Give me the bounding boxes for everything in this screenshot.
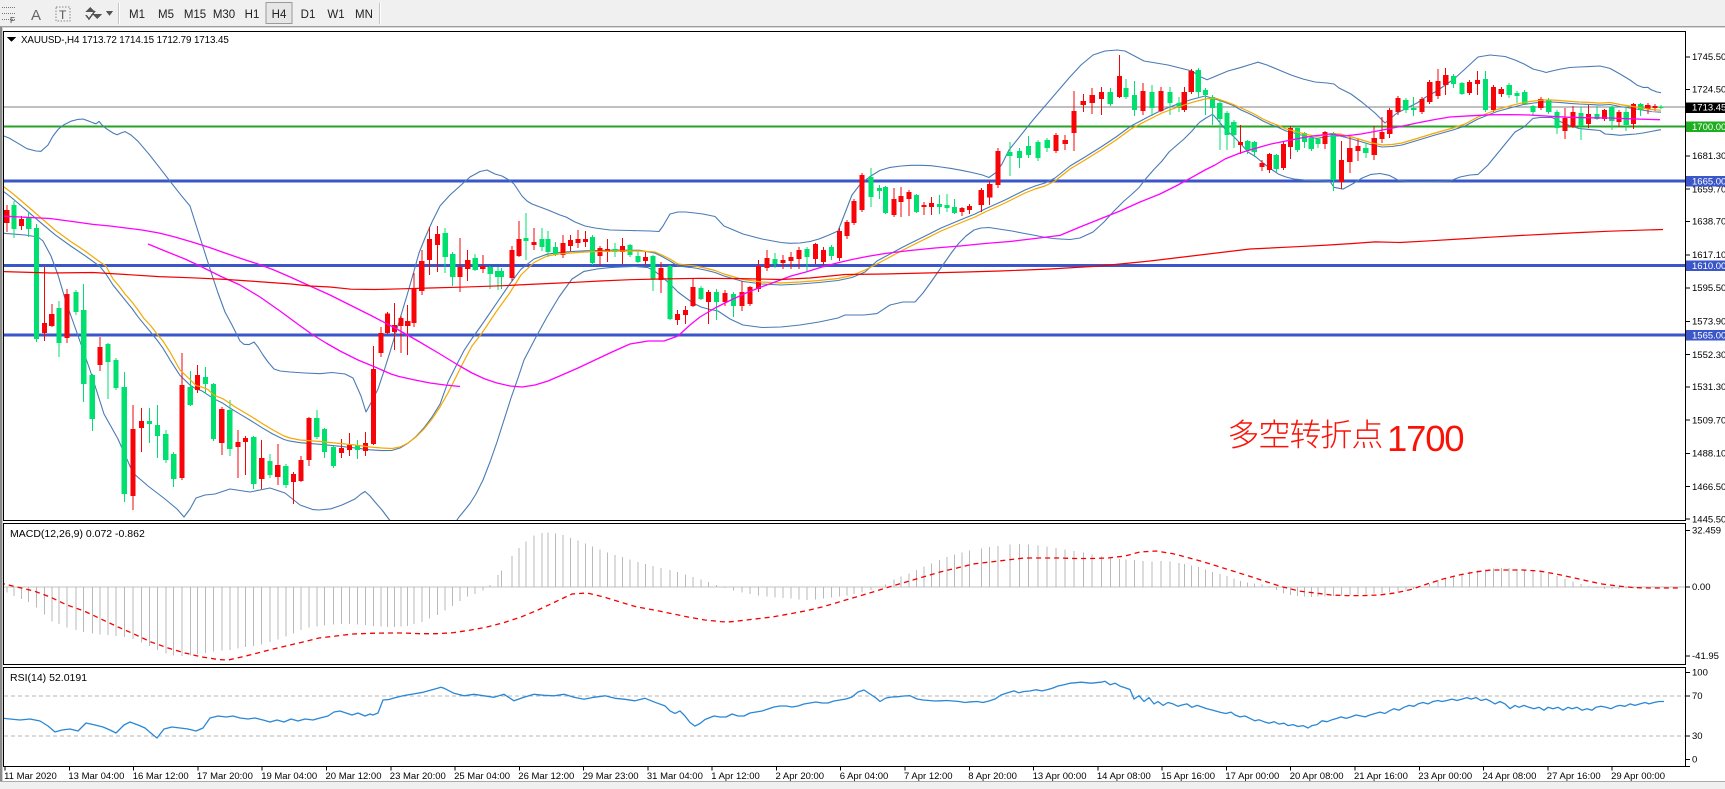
svg-text:MN: MN: [355, 9, 373, 21]
svg-text:M15: M15: [184, 9, 206, 21]
svg-text:6 Apr 04:00: 6 Apr 04:00: [840, 771, 889, 782]
svg-text:27 Apr 16:00: 27 Apr 16:00: [1547, 771, 1601, 782]
svg-text:1565.00: 1565.00: [1692, 330, 1725, 341]
svg-text:30: 30: [1692, 731, 1703, 742]
svg-text:1466.50: 1466.50: [1692, 482, 1725, 493]
svg-text:20 Apr 08:00: 20 Apr 08:00: [1290, 771, 1344, 782]
svg-text:-41.95: -41.95: [1692, 651, 1719, 662]
svg-text:1659.70: 1659.70: [1692, 184, 1725, 195]
svg-text:1700: 1700: [1387, 418, 1463, 459]
svg-text:31 Mar 04:00: 31 Mar 04:00: [647, 771, 703, 782]
svg-text:1509.70: 1509.70: [1692, 415, 1725, 426]
svg-text:70: 70: [1692, 691, 1703, 702]
svg-text:A: A: [31, 7, 41, 24]
svg-text:8 Apr 20:00: 8 Apr 20:00: [968, 771, 1017, 782]
svg-text:1610.00: 1610.00: [1692, 261, 1725, 272]
svg-text:MACD(12,26,9) 0.072 -0.862: MACD(12,26,9) 0.072 -0.862: [10, 528, 145, 540]
svg-text:W1: W1: [327, 9, 344, 21]
svg-text:1595.50: 1595.50: [1692, 283, 1725, 294]
svg-text:13 Mar 04:00: 13 Mar 04:00: [68, 771, 124, 782]
svg-text:1573.90: 1573.90: [1692, 317, 1725, 328]
svg-text:H1: H1: [245, 9, 260, 21]
svg-text:0: 0: [1692, 755, 1697, 766]
svg-text:1665.00: 1665.00: [1692, 176, 1725, 187]
svg-text:H4: H4: [272, 9, 287, 21]
svg-text:M1: M1: [129, 9, 145, 21]
svg-text:1531.30: 1531.30: [1692, 382, 1725, 393]
svg-text:0.00: 0.00: [1692, 582, 1711, 593]
svg-text:M30: M30: [213, 9, 235, 21]
svg-text:1713.45: 1713.45: [1692, 103, 1725, 114]
svg-text:1681.30: 1681.30: [1692, 151, 1725, 162]
svg-text:17 Apr 00:00: 17 Apr 00:00: [1225, 771, 1279, 782]
svg-text:1445.50: 1445.50: [1692, 514, 1725, 525]
svg-text:M5: M5: [158, 9, 174, 21]
svg-text:15 Apr 16:00: 15 Apr 16:00: [1161, 771, 1215, 782]
svg-text:13 Apr 00:00: 13 Apr 00:00: [1033, 771, 1087, 782]
svg-text:1 Apr 12:00: 1 Apr 12:00: [711, 771, 760, 782]
svg-text:24 Apr 08:00: 24 Apr 08:00: [1483, 771, 1537, 782]
svg-text:1745.50: 1745.50: [1692, 52, 1725, 63]
svg-text:14 Apr 08:00: 14 Apr 08:00: [1097, 771, 1151, 782]
svg-text:7 Apr 12:00: 7 Apr 12:00: [904, 771, 953, 782]
svg-text:1638.70: 1638.70: [1692, 217, 1725, 228]
svg-text:2 Apr 20:00: 2 Apr 20:00: [776, 771, 825, 782]
svg-text:1488.10: 1488.10: [1692, 449, 1725, 460]
svg-text:XAUUSD-,H4 1713.72 1714.15 17: XAUUSD-,H4 1713.72 1714.15 1712.79 1713.…: [21, 35, 229, 46]
svg-text:11 Mar 2020: 11 Mar 2020: [4, 771, 57, 782]
svg-text:19 Mar 04:00: 19 Mar 04:00: [261, 771, 317, 782]
svg-text:26 Mar 12:00: 26 Mar 12:00: [518, 771, 574, 782]
svg-text:23 Apr 00:00: 23 Apr 00:00: [1418, 771, 1472, 782]
svg-text:29 Apr 00:00: 29 Apr 00:00: [1611, 771, 1665, 782]
svg-text:23 Mar 20:00: 23 Mar 20:00: [390, 771, 446, 782]
svg-text:1617.10: 1617.10: [1692, 250, 1725, 261]
svg-text:29 Mar 23:00: 29 Mar 23:00: [583, 771, 639, 782]
svg-text:RSI(14) 52.0191: RSI(14) 52.0191: [10, 672, 87, 684]
svg-text:32.459: 32.459: [1692, 526, 1721, 537]
svg-text:D1: D1: [301, 9, 316, 21]
svg-text:21 Apr 16:00: 21 Apr 16:00: [1354, 771, 1408, 782]
svg-text:1700.00: 1700.00: [1692, 122, 1725, 133]
svg-text:16 Mar 12:00: 16 Mar 12:00: [133, 771, 189, 782]
svg-text:17 Mar 20:00: 17 Mar 20:00: [197, 771, 253, 782]
svg-text:100: 100: [1692, 668, 1708, 679]
svg-text:T: T: [59, 8, 67, 22]
svg-text:1552.30: 1552.30: [1692, 350, 1725, 361]
svg-text:25 Mar 04:00: 25 Mar 04:00: [454, 771, 510, 782]
svg-text:1724.50: 1724.50: [1692, 85, 1725, 96]
svg-text:F: F: [10, 16, 15, 25]
svg-text:20 Mar 12:00: 20 Mar 12:00: [326, 771, 382, 782]
